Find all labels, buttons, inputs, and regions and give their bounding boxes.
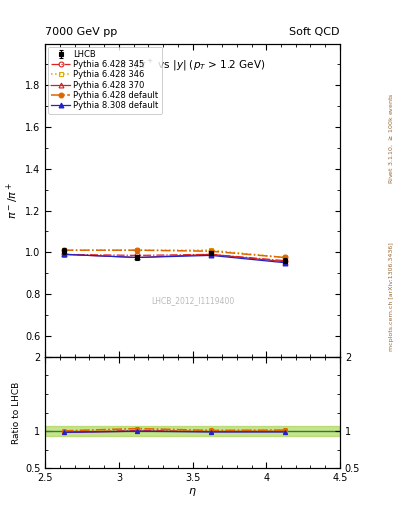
Pythia 6.428 370	[282, 259, 287, 265]
Pythia 6.428 default	[61, 247, 66, 253]
Pythia 6.428 345	[209, 251, 213, 258]
Text: $\pi^-/\pi^+$ vs $|y|$ ($p_T$ > 1.2 GeV): $\pi^-/\pi^+$ vs $|y|$ ($p_T$ > 1.2 GeV)	[119, 58, 266, 73]
Legend: LHCB, Pythia 6.428 345, Pythia 6.428 346, Pythia 6.428 370, Pythia 6.428 default: LHCB, Pythia 6.428 345, Pythia 6.428 346…	[48, 47, 162, 114]
Y-axis label: Ratio to LHCB: Ratio to LHCB	[12, 381, 21, 444]
Text: 7000 GeV pp: 7000 GeV pp	[45, 27, 118, 37]
Pythia 6.428 default	[209, 248, 213, 254]
Bar	[45, 426, 340, 436]
Pythia 6.428 346	[135, 247, 140, 253]
Pythia 6.428 default	[282, 254, 287, 261]
Line: Pythia 8.308 default: Pythia 8.308 default	[61, 252, 287, 265]
Pythia 6.428 346	[282, 254, 287, 261]
Pythia 6.428 345	[282, 258, 287, 264]
Text: LHCB_2012_I1119400: LHCB_2012_I1119400	[151, 296, 234, 305]
Text: Soft QCD: Soft QCD	[290, 27, 340, 37]
Y-axis label: $\pi^-/\pi^+$: $\pi^-/\pi^+$	[4, 182, 21, 219]
Pythia 8.308 default	[209, 252, 213, 259]
Pythia 8.308 default	[282, 260, 287, 266]
Pythia 8.308 default	[61, 251, 66, 258]
Pythia 6.428 370	[61, 251, 66, 258]
Pythia 6.428 345	[61, 251, 66, 258]
Line: Pythia 6.428 default: Pythia 6.428 default	[61, 248, 287, 260]
Pythia 6.428 370	[135, 254, 140, 261]
Line: Pythia 6.428 346: Pythia 6.428 346	[61, 248, 287, 260]
Pythia 8.308 default	[135, 254, 140, 261]
Pythia 6.428 345	[135, 252, 140, 259]
Text: Rivet 3.1.10, $\geq$ 100k events: Rivet 3.1.10, $\geq$ 100k events	[387, 92, 393, 184]
Line: Pythia 6.428 370: Pythia 6.428 370	[61, 252, 287, 264]
Pythia 6.428 370	[209, 251, 213, 258]
Pythia 6.428 346	[209, 247, 213, 253]
Line: Pythia 6.428 345: Pythia 6.428 345	[61, 252, 287, 263]
Pythia 6.428 default	[135, 247, 140, 253]
Pythia 6.428 346	[61, 247, 66, 253]
Text: mcplots.cern.ch [arXiv:1306.3436]: mcplots.cern.ch [arXiv:1306.3436]	[389, 243, 393, 351]
X-axis label: $\eta$: $\eta$	[188, 486, 197, 498]
